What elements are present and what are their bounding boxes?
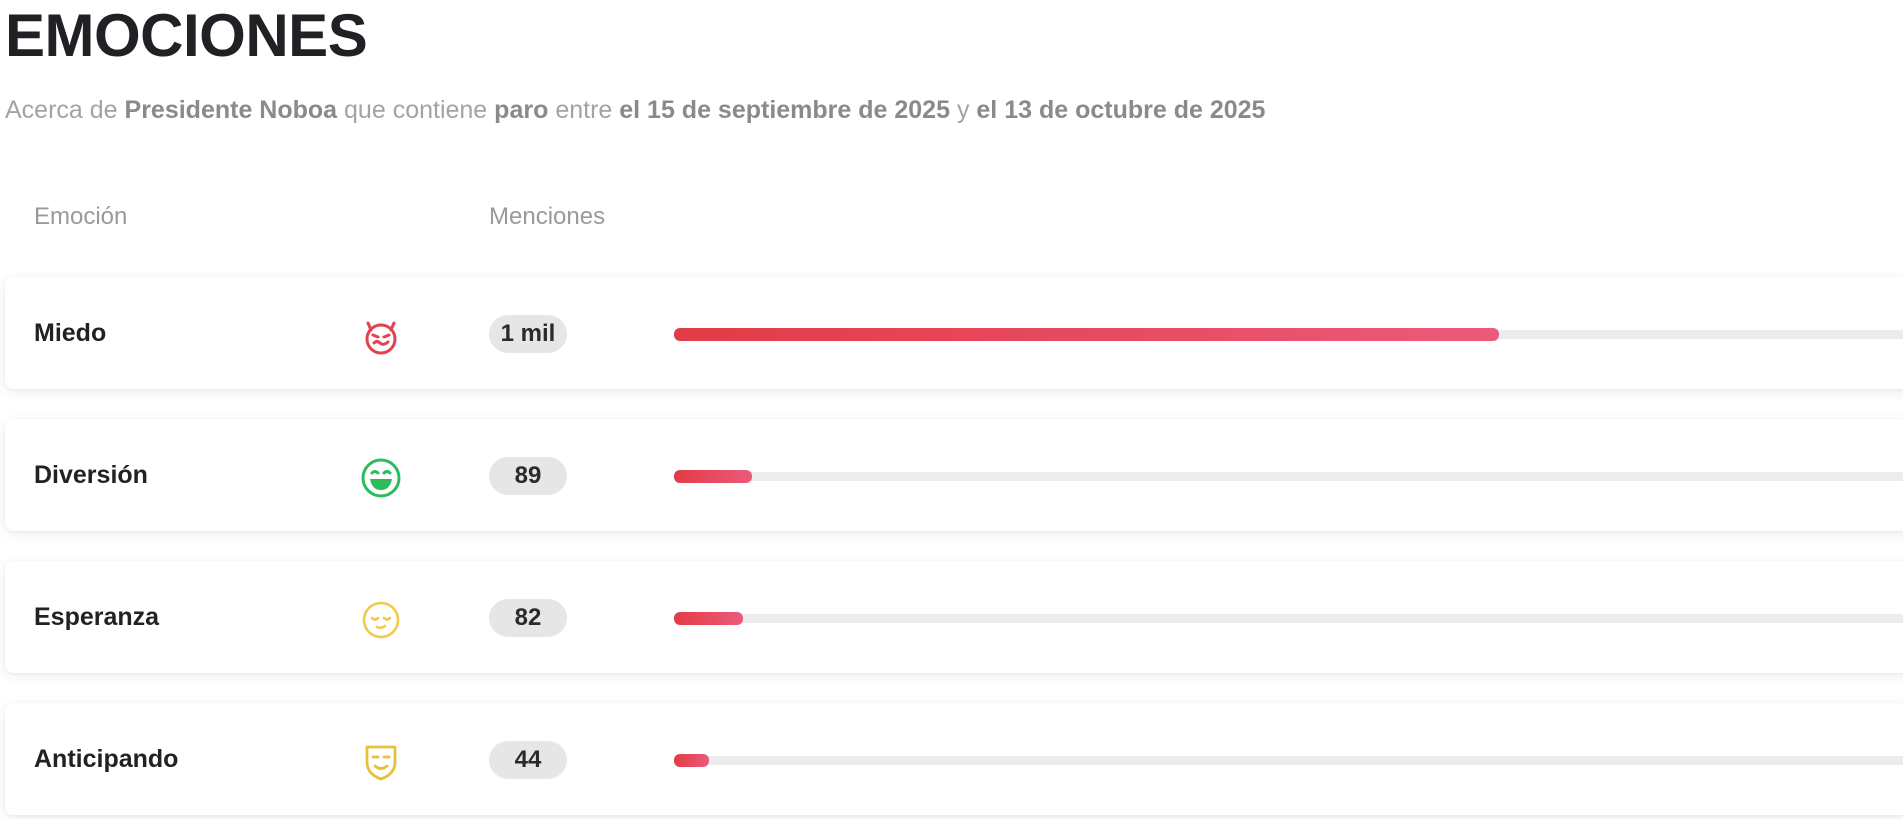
laughing-face-svg [361,458,401,498]
subtitle-prefix: Acerca de [5,96,118,124]
subtitle-date-to: el 13 de octubre de 2025 [976,96,1266,124]
subtitle-mid3: y [956,96,970,124]
mentions-count: 89 [489,457,567,495]
mentions-count: 1 mil [489,315,567,353]
mentions-bar-track [674,612,1903,625]
column-header-mentions: Menciones [489,203,606,230]
devil-face-svg [365,321,397,355]
mentions-bar-fill [674,328,1499,341]
mentions-count: 82 [489,599,567,637]
mentions-bar-fill [674,470,753,483]
laughing-face-icon [359,456,403,500]
mask-svg [365,745,397,781]
mentions-bar-fill [674,612,743,625]
column-header-emotion: Emoción [34,203,128,230]
emotion-label: Anticipando [34,745,179,773]
emotion-row-miedo[interactable]: Miedo 1 mil [5,277,1903,389]
emotion-label: Miedo [34,319,107,347]
emotion-row-diversion[interactable]: Diversión 89 [5,419,1903,531]
hopeful-face-svg [362,601,400,639]
page-title: EMOCIONES [5,2,368,69]
devil-face-icon [359,314,403,358]
emotion-row-anticipando[interactable]: Anticipando 44 [5,703,1903,815]
emotion-label: Esperanza [34,603,160,631]
emotion-label: Diversión [34,461,148,489]
subtitle-subject: Presidente Noboa [124,96,338,124]
mentions-count: 44 [489,741,567,779]
mentions-bar-track [674,470,1903,483]
subtitle-keyword: paro [494,96,549,124]
emotion-row-esperanza[interactable]: Esperanza 82 [5,561,1903,673]
page-subtitle: Acerca de Presidente Noboa que contiene … [5,93,1265,127]
subtitle-mid1: que contiene [344,96,488,124]
mentions-bar-track [674,754,1903,767]
hopeful-face-icon [359,598,403,642]
subtitle-mid2: entre [555,96,613,124]
subtitle-date-from: el 15 de septiembre de 2025 [619,96,950,124]
mentions-bar-fill [674,754,709,767]
mask-icon [359,740,403,784]
mentions-bar-track [674,328,1903,341]
